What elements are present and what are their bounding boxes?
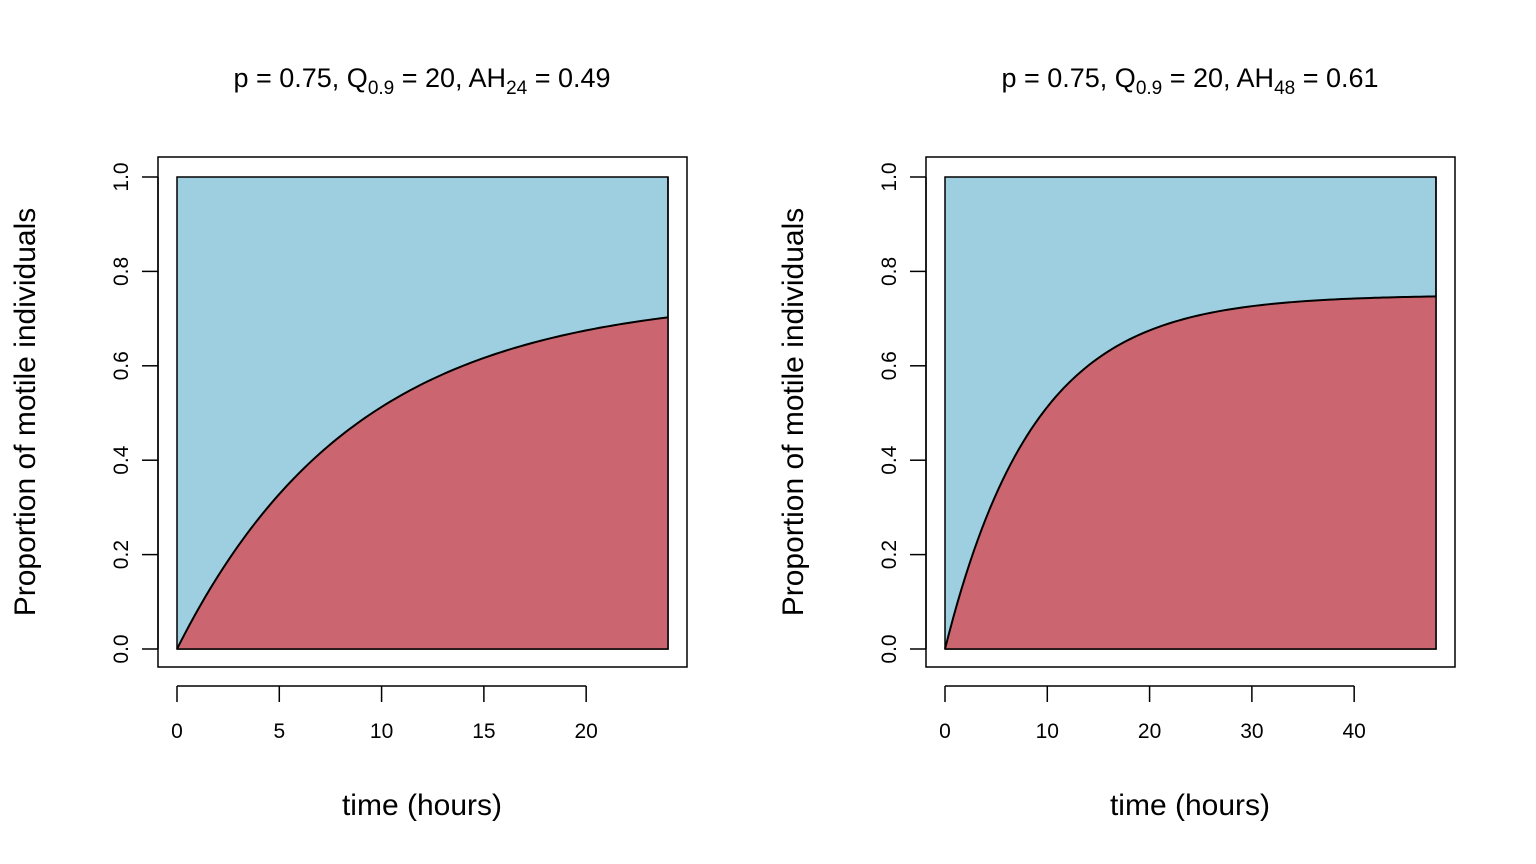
- motile-curve: [944, 295, 1437, 650]
- y-tick-label: 0.4: [110, 445, 133, 475]
- panel-1-y-axis: 0.0 0.2 0.4 0.6 0.8 1.0: [110, 162, 159, 664]
- y-tick-label: 0.2: [110, 540, 133, 569]
- x-tick-label: 15: [472, 720, 495, 743]
- y-tick-label: 0.8: [110, 257, 133, 286]
- x-tick-label: 30: [1240, 720, 1263, 743]
- x-tick-label: 20: [1138, 720, 1161, 743]
- panel-2-y-axis-label: Proportion of motile individuals: [777, 208, 810, 617]
- y-tick-label: 0.6: [878, 351, 901, 380]
- panel-1-title: p = 0.75, Q0.9 = 20, AH24 = 0.49: [233, 63, 610, 99]
- region-outline: [177, 177, 669, 650]
- panel-2-plot-area: [944, 176, 1437, 650]
- panel-1-plot-area: [176, 176, 669, 650]
- y-tick-label: 0.4: [878, 445, 901, 475]
- x-tick-label: 20: [574, 720, 597, 743]
- region-outline: [945, 177, 1437, 650]
- y-tick-label: 0.0: [878, 634, 901, 663]
- x-tick-label: 10: [370, 720, 393, 743]
- y-tick-label: 0.2: [878, 540, 901, 569]
- panel-1: p = 0.75, Q0.9 = 20, AH24 = 0.49 0 5 10 15 2…: [9, 63, 688, 822]
- lower-region: [177, 317, 668, 649]
- x-tick-label: 5: [273, 720, 285, 743]
- y-tick-label: 0.0: [110, 634, 133, 663]
- x-tick-label: 0: [939, 720, 951, 743]
- panel-2-x-axis-label: time (hours): [1110, 789, 1270, 822]
- x-tick-label: 40: [1342, 720, 1365, 743]
- panel-1-y-axis-label: Proportion of motile individuals: [9, 208, 42, 617]
- panel-2: p = 0.75, Q0.9 = 20, AH48 = 0.61 0 10 20 30…: [777, 63, 1456, 822]
- panel-2-title: p = 0.75, Q0.9 = 20, AH48 = 0.61: [1001, 63, 1378, 99]
- panel-2-y-axis: 0.0 0.2 0.4 0.6 0.8 1.0: [878, 162, 927, 664]
- y-tick-label: 0.8: [878, 257, 901, 286]
- panel-1-x-axis: 0 5 10 15 20: [171, 685, 598, 743]
- x-tick-label: 0: [171, 720, 183, 743]
- x-tick-label: 10: [1036, 720, 1059, 743]
- motile-curve: [176, 316, 669, 650]
- y-tick-label: 0.6: [110, 351, 133, 380]
- y-tick-label: 1.0: [110, 162, 133, 191]
- y-tick-label: 1.0: [878, 162, 901, 191]
- panel-1-x-axis-label: time (hours): [342, 789, 502, 822]
- panel-2-x-axis: 0 10 20 30 40: [939, 685, 1366, 743]
